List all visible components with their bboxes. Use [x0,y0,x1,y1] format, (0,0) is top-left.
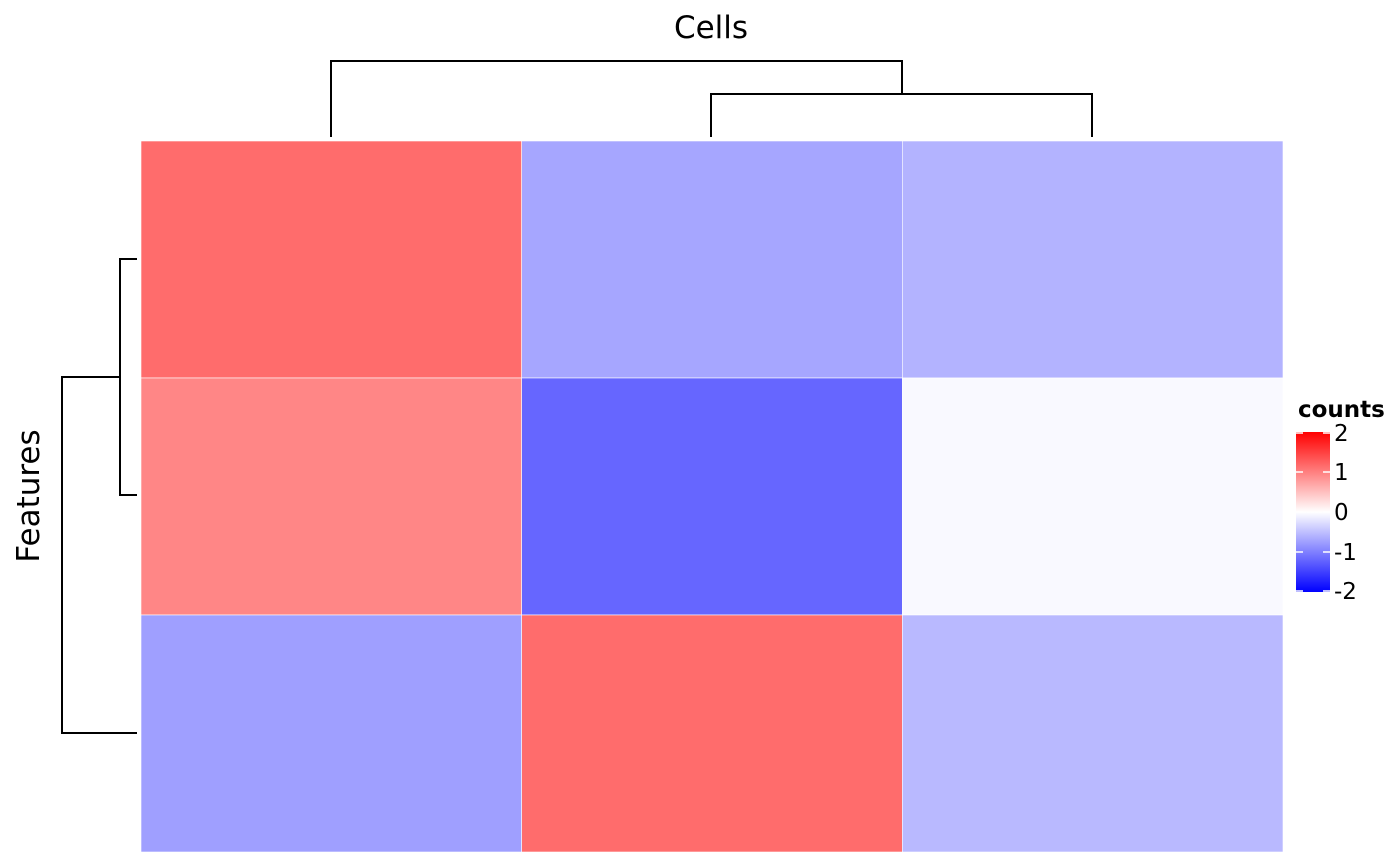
heatmap-cell-r1-c2 [521,140,903,379]
heatmap-cell-r2-c1 [140,377,522,616]
legend-tick-label: 0 [1334,500,1349,526]
heatmap-cell-r1-c1 [140,140,522,379]
heatmap-cell-r1-c3 [902,140,1284,379]
heatmap-cell-r3-c3 [902,614,1284,853]
column-axis-title: Cells [674,10,748,46]
heatmap-cell-r3-c2 [521,614,903,853]
legend-tick-label: -1 [1334,540,1357,566]
legend-tick-label: 1 [1334,460,1349,486]
color-legend: counts 2 1 0 -1 -2 [1296,397,1385,605]
legend-tick-label: -2 [1334,579,1357,605]
heatmap-cell-r3-c1 [140,614,522,853]
column-dendrogram [330,60,1093,137]
row-dendrogram-branch-root [61,376,137,734]
heatmap-cells [140,140,1284,853]
row-dendrogram-branch-1-2 [119,258,137,496]
row-dendrogram [61,258,137,734]
row-axis-title: Features [11,429,47,562]
legend-ticks: 2 1 0 -1 -2 [1296,421,1357,605]
column-dendrogram-branch-2-3 [710,93,1093,137]
heatmap-cell-r2-c2 [521,377,903,616]
legend-tick-label: 2 [1334,421,1349,447]
heatmap-cell-r2-c3 [902,377,1284,616]
column-dendrogram-branch-root [330,60,903,137]
legend-title: counts [1298,397,1385,423]
